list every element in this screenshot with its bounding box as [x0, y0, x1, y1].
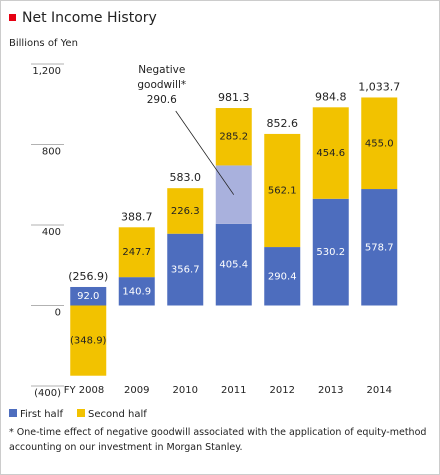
- x-tick-label: 2011: [221, 385, 246, 396]
- bar-segment: [118, 227, 155, 278]
- y-tick-label: 1,200: [32, 66, 61, 77]
- total-label: 981.3: [218, 91, 250, 104]
- value-label: 290.4: [268, 271, 297, 282]
- y-tick-label: (400): [34, 388, 61, 399]
- value-label: 454.6: [316, 148, 345, 159]
- legend-swatch: [9, 409, 17, 417]
- bar-segment: [167, 188, 204, 234]
- value-label: 405.4: [219, 260, 248, 271]
- value-label: 578.7: [365, 242, 394, 253]
- value-label: 285.2: [219, 132, 248, 143]
- bar-segment: [70, 286, 107, 306]
- annotation-text: Negative goodwill*: [137, 64, 187, 91]
- bar-segment: [264, 133, 301, 248]
- x-tick-label: 2013: [318, 385, 343, 396]
- y-tick-label: 800: [42, 147, 61, 158]
- value-label: 455.0: [365, 138, 394, 149]
- bar-segment: [361, 97, 398, 190]
- total-label: (256.9): [68, 270, 108, 283]
- x-tick-label: 2010: [173, 385, 198, 396]
- bar-segment: [312, 198, 349, 306]
- total-label: 388.7: [121, 210, 153, 223]
- bar-segment: [70, 305, 107, 376]
- x-tick-label: 2014: [367, 385, 392, 396]
- x-tick-label: 2012: [270, 385, 295, 396]
- legend-swatch: [77, 409, 85, 417]
- value-label: (348.9): [70, 336, 107, 347]
- bar-segment: [312, 107, 349, 199]
- value-label: 226.3: [171, 206, 200, 217]
- value-label: 140.9: [122, 286, 151, 297]
- legend-label: First half: [20, 409, 63, 420]
- title-marker: [9, 14, 16, 21]
- total-label: 1,033.7: [358, 80, 400, 93]
- annotation-value: 290.6: [146, 94, 177, 106]
- value-label: 92.0: [77, 291, 99, 302]
- bar-segment: [264, 247, 301, 306]
- bar-segment: [361, 189, 398, 306]
- value-label: 562.1: [268, 185, 297, 196]
- annotation-leader: [175, 110, 235, 195]
- annotation: Negative goodwill* 290.6: [122, 63, 202, 108]
- value-label: 247.7: [122, 247, 151, 258]
- legend-label: Second half: [88, 409, 147, 420]
- bar-segment: [118, 277, 155, 306]
- y-tick-label: 0: [55, 308, 61, 319]
- bar-segment: [215, 108, 252, 166]
- y-tick-label: 400: [42, 227, 61, 238]
- x-tick-label: FY 2008: [64, 385, 105, 396]
- total-label: 583.0: [170, 171, 202, 184]
- bar-segment: [167, 233, 204, 306]
- total-label: 984.8: [315, 90, 347, 103]
- y-axis-label: Billions of Yen: [9, 38, 78, 49]
- chart-title: Net Income History: [22, 10, 157, 26]
- value-label: 356.7: [171, 265, 200, 276]
- value-label: 530.2: [316, 247, 345, 258]
- x-tick-label: 2009: [124, 385, 149, 396]
- bar-segment: [215, 223, 252, 306]
- total-label: 852.6: [267, 117, 299, 130]
- footnote: * One-time effect of negative goodwill a…: [9, 427, 427, 453]
